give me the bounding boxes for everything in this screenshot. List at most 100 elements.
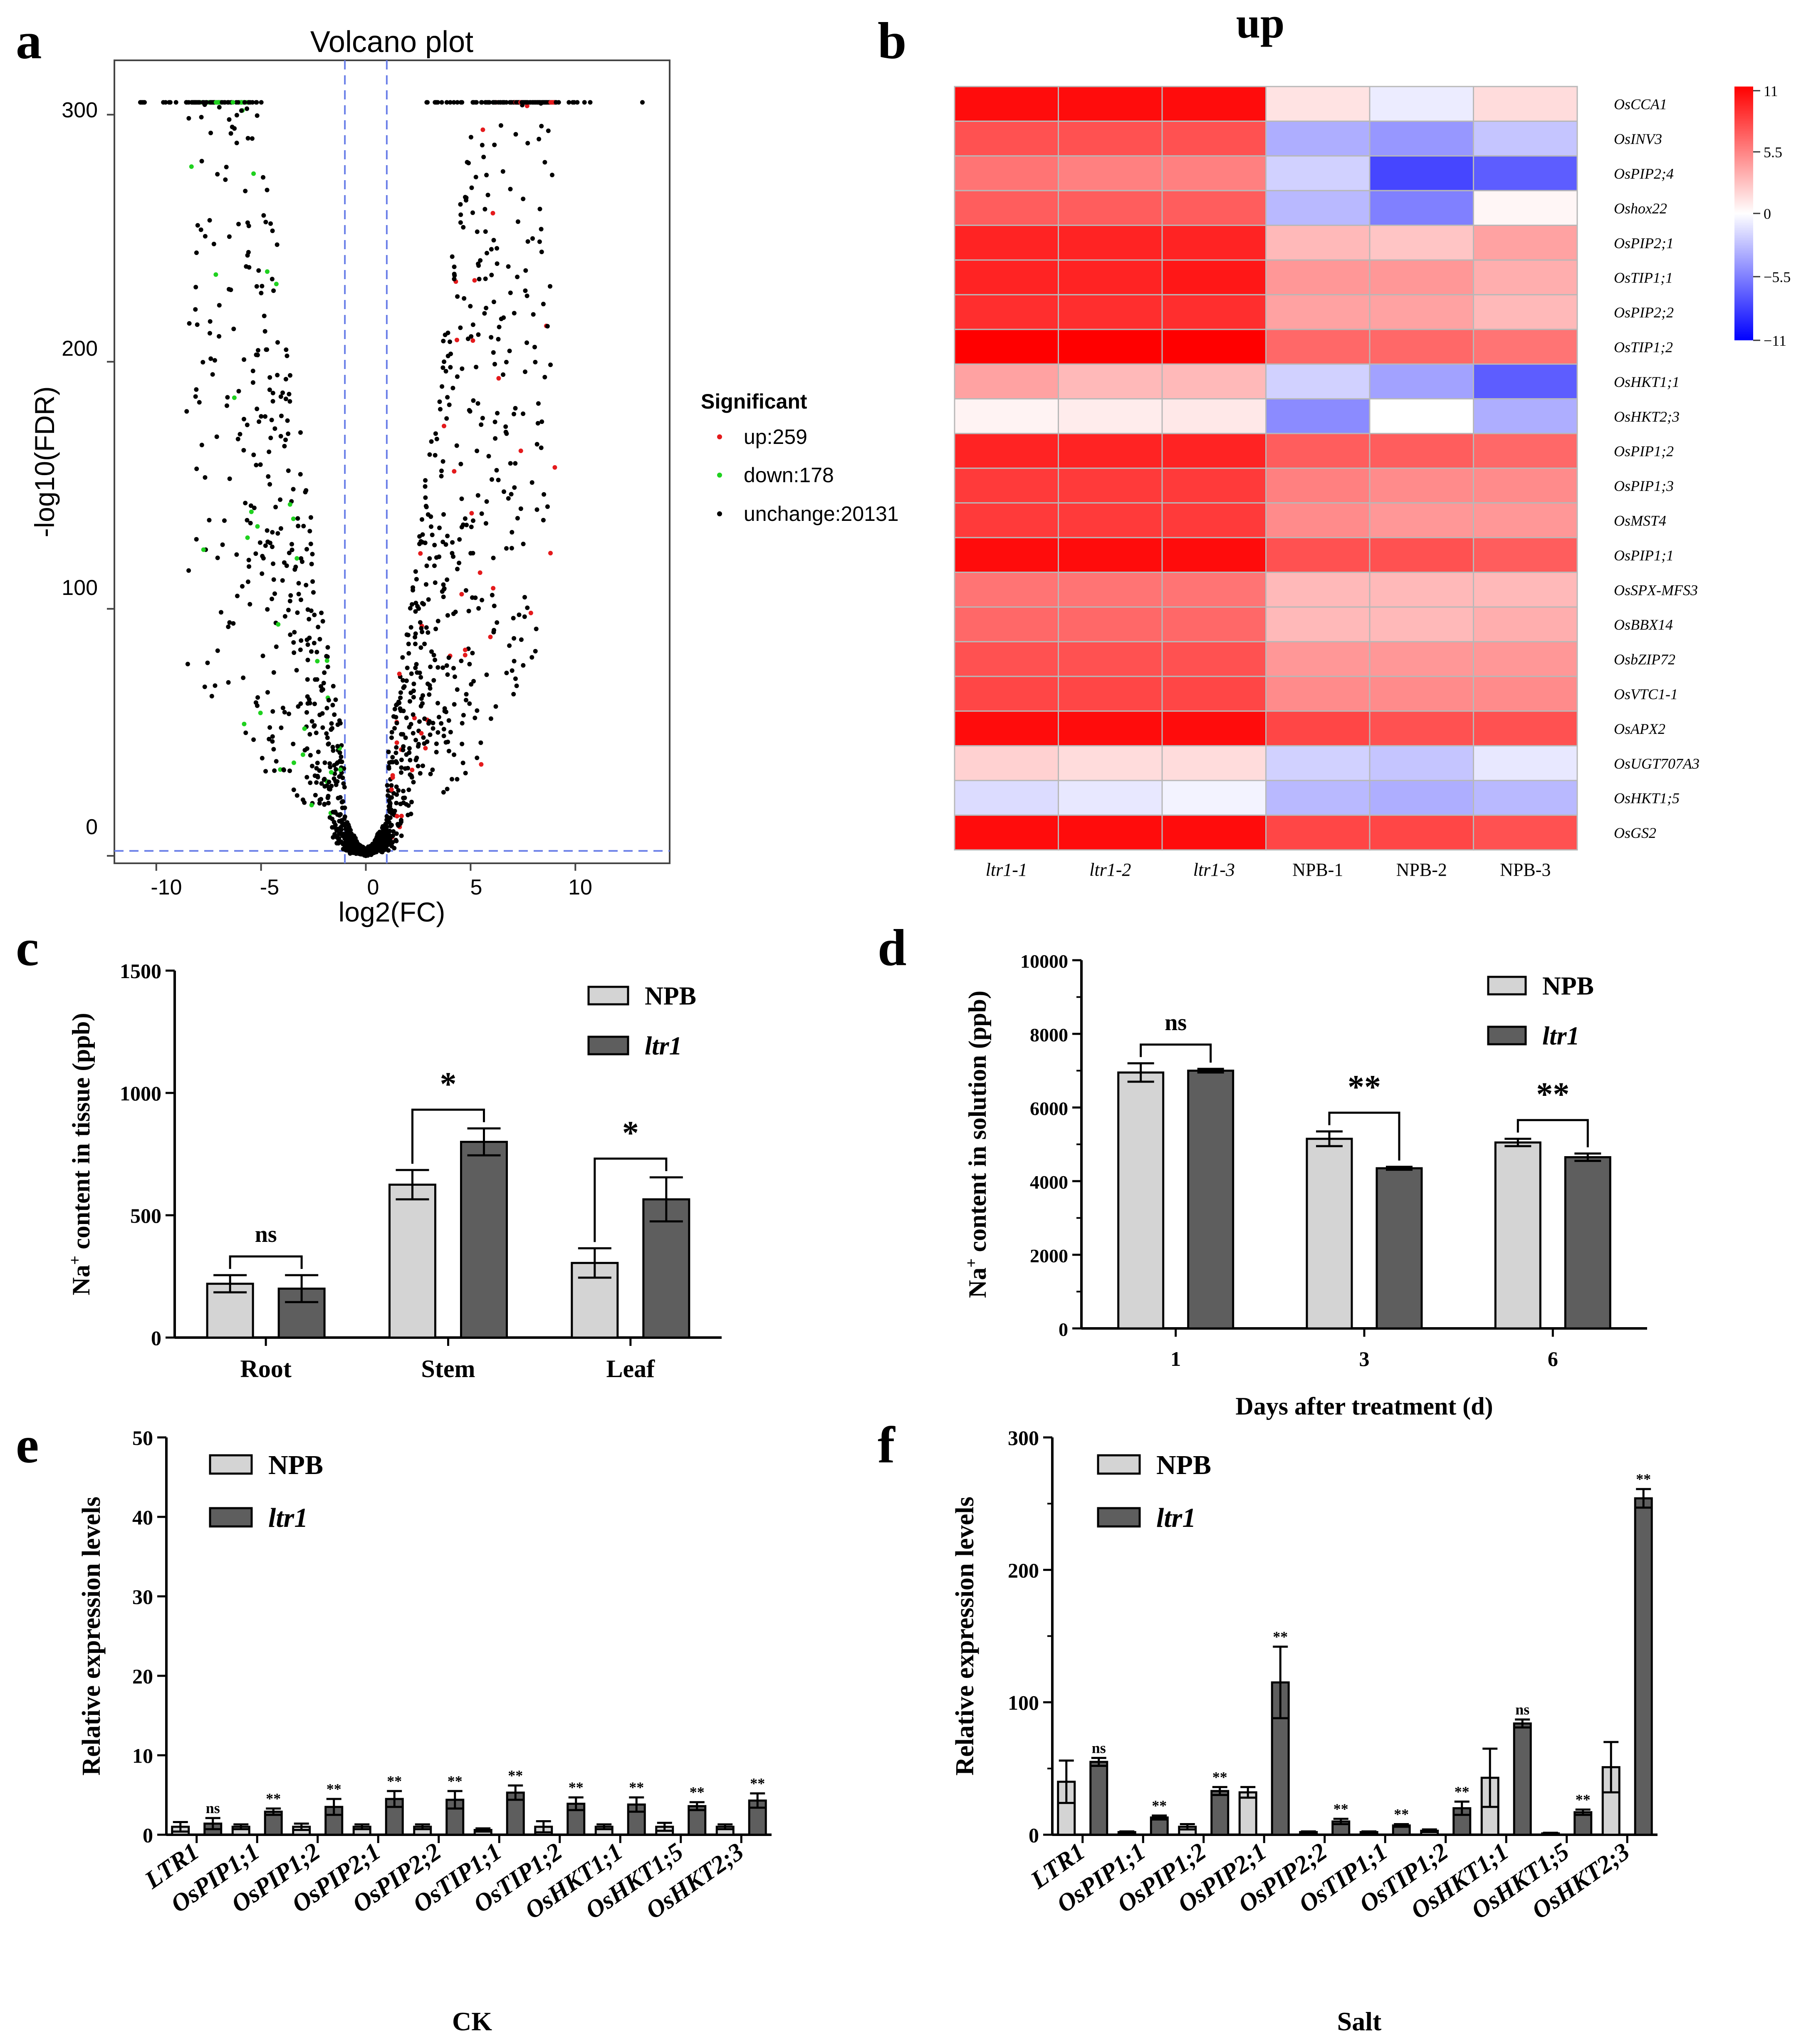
volcano-point [433, 627, 438, 632]
volcano-point [192, 100, 197, 105]
volcano-point [337, 774, 342, 779]
volcano-point [490, 477, 494, 482]
volcano-point [275, 340, 280, 345]
volcano-point [257, 419, 262, 424]
volcano-point [507, 643, 512, 648]
heatmap-cell [954, 502, 1059, 538]
legend-label-npb: NPB [1156, 1450, 1211, 1480]
bar-ltr1 [1375, 1167, 1423, 1330]
volcano-point [199, 443, 204, 448]
volcano-point [469, 511, 474, 516]
volcano-point [386, 766, 391, 771]
volcano-point [450, 777, 454, 782]
significance-label: ** [690, 1784, 705, 1801]
volcano-point [389, 783, 394, 788]
volcano-point [424, 100, 429, 105]
volcano-point [444, 663, 449, 668]
heatmap-cell [1161, 329, 1267, 365]
volcano-point [471, 679, 476, 684]
volcano-point [298, 430, 303, 435]
volcano-point [258, 711, 263, 716]
heatmap-cell [1058, 780, 1163, 816]
volcano-point [524, 293, 529, 298]
volcano-point [267, 482, 272, 487]
volcano-point [194, 466, 199, 471]
volcano-point [270, 709, 275, 714]
volcano-point [215, 555, 220, 560]
volcano-legend-title: Significant [701, 390, 807, 413]
volcano-point [435, 701, 440, 706]
volcano-point [472, 278, 477, 283]
volcano-point [465, 336, 470, 341]
volcano-point [504, 546, 509, 551]
volcano-point [279, 414, 284, 419]
volcano-point [470, 210, 475, 215]
volcano-point [193, 285, 198, 290]
y-tick-label: 100 [1008, 1691, 1039, 1714]
volcano-point [324, 658, 329, 663]
heatmap-row-label: OsTIP1;2 [1614, 339, 1673, 356]
volcano-point [490, 211, 495, 216]
volcano-point [288, 632, 293, 637]
volcano-point [267, 375, 272, 380]
volcano-point [299, 638, 304, 643]
volcano-point [369, 847, 374, 852]
heatmap-row-label: OsPIP2;2 [1614, 304, 1674, 321]
volcano-point [548, 551, 553, 555]
volcano-point [423, 478, 428, 483]
volcano-point [394, 831, 399, 836]
volcano-point [331, 748, 336, 753]
volcano-point [441, 512, 446, 517]
heatmap-cell [1369, 467, 1474, 504]
volcano-point [444, 416, 449, 421]
volcano-point [408, 606, 413, 611]
volcano-point [486, 454, 491, 458]
volcano-point [426, 597, 431, 602]
y-tick-label: 8000 [1030, 1024, 1068, 1046]
volcano-point [270, 739, 275, 744]
colorbar-tick-label: −11 [1764, 332, 1786, 349]
volcano-point [235, 436, 240, 441]
heatmap-cell [1265, 502, 1371, 538]
volcano-point [417, 719, 422, 724]
volcano-point [254, 100, 259, 105]
volcano-point [251, 452, 256, 457]
volcano-point [512, 485, 517, 490]
volcano-y-tick-label: 100 [62, 576, 98, 600]
volcano-point [435, 730, 440, 735]
volcano-point [265, 528, 270, 533]
volcano-point [433, 100, 438, 105]
heatmap-cell [954, 814, 1059, 851]
heatmap-cell [1473, 676, 1578, 712]
heatmap-cell [1265, 745, 1371, 781]
volcano-point [537, 136, 542, 141]
volcano-point [271, 577, 276, 582]
volcano-point [491, 300, 496, 305]
volcano-point [397, 671, 402, 676]
volcano-point [473, 716, 477, 721]
volcano-point [207, 218, 212, 223]
volcano-point [463, 647, 468, 652]
volcano-point [260, 571, 265, 576]
volcano-point [331, 684, 336, 689]
volcano-point [484, 305, 489, 310]
volcano-point [403, 735, 408, 740]
volcano-point [473, 175, 478, 180]
volcano-point [217, 334, 222, 339]
volcano-point [506, 264, 511, 269]
volcano-point [519, 637, 524, 642]
volcano-point [248, 520, 253, 525]
volcano-point [270, 597, 275, 602]
volcano-point [263, 769, 268, 774]
heatmap-column-label: ltr1-1 [986, 860, 1027, 880]
volcano-point [524, 104, 529, 109]
volcano-point [307, 701, 312, 706]
volcano-point [528, 610, 533, 615]
volcano-point [278, 767, 283, 772]
heatmap-cell [954, 676, 1059, 712]
volcano-point [265, 690, 270, 695]
volcano-point [501, 315, 506, 320]
volcano-point [377, 839, 381, 844]
volcano-point [512, 659, 517, 664]
significance-bracket [229, 1255, 303, 1269]
